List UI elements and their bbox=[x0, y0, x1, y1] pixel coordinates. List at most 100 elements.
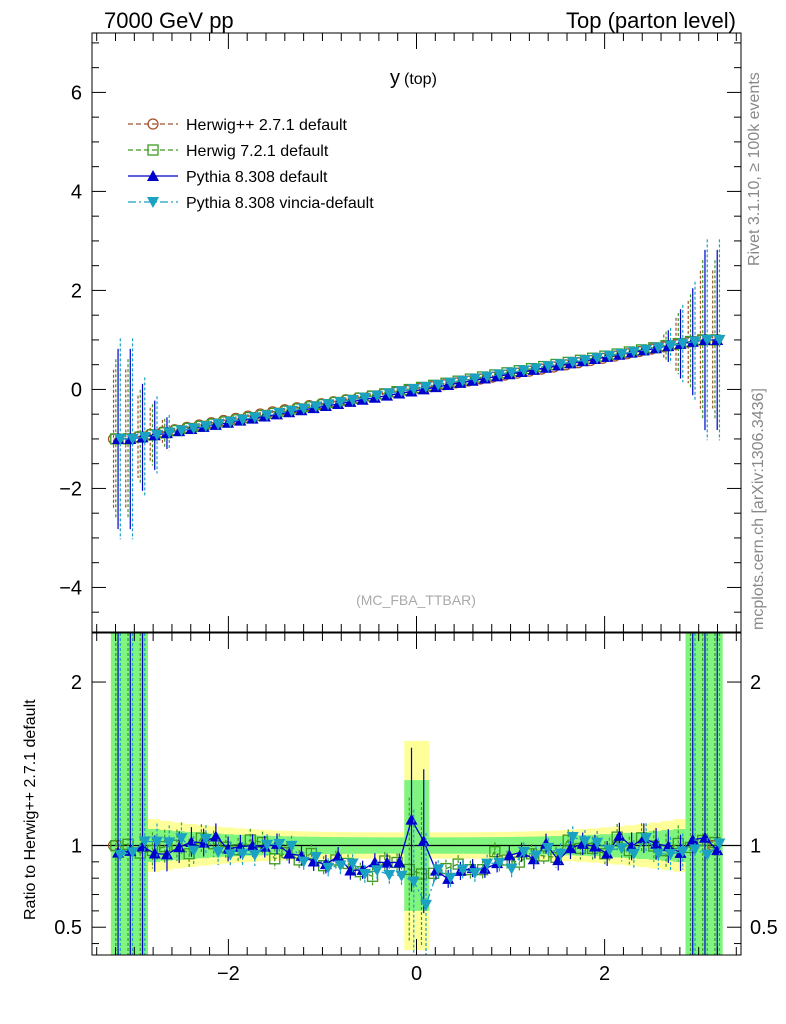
ratio-data-point bbox=[576, 837, 589, 849]
ratio-data-point bbox=[334, 860, 347, 872]
main-data-point bbox=[417, 383, 430, 395]
main-data-point bbox=[175, 425, 188, 437]
ratio-data-point bbox=[686, 833, 699, 845]
ratio-data-point bbox=[371, 865, 384, 877]
main-data-point bbox=[199, 421, 212, 433]
main-data-point bbox=[163, 427, 176, 439]
main-data-point bbox=[407, 384, 420, 396]
ratio-data-point bbox=[711, 844, 724, 856]
ratio-y-tick-label-left: 2 bbox=[71, 672, 82, 694]
ratio-data-point bbox=[297, 856, 310, 868]
ratio-data-point bbox=[285, 840, 298, 852]
main-data-point bbox=[468, 373, 481, 385]
main-data-point bbox=[689, 336, 702, 348]
ratio-data-point bbox=[346, 858, 359, 870]
ratio-data-point bbox=[554, 848, 567, 860]
main-data-point bbox=[627, 346, 640, 358]
main-data-point bbox=[701, 334, 714, 346]
ratio-data-point bbox=[432, 864, 445, 876]
ratio-data-point bbox=[601, 847, 614, 859]
main-data-point bbox=[248, 412, 261, 424]
main-data-point bbox=[309, 401, 322, 413]
main-data-point bbox=[395, 386, 408, 398]
ratio-y-tick-label-right: 2 bbox=[750, 672, 761, 694]
legend-entry-pythia: Pythia 8.308 default bbox=[128, 169, 328, 186]
ratio-data-point bbox=[261, 839, 274, 851]
ratio-data-point bbox=[444, 872, 457, 884]
ratio-data-point bbox=[395, 870, 408, 882]
ratio-data-point bbox=[664, 848, 677, 860]
ratio-data-point bbox=[564, 842, 577, 854]
main-data-point bbox=[114, 433, 127, 445]
ratio-data-point bbox=[381, 856, 394, 868]
main-data-point bbox=[297, 403, 310, 415]
ratio-data-point bbox=[307, 855, 320, 867]
ratio-data-point bbox=[625, 840, 638, 852]
x-tick-label: 2 bbox=[599, 963, 610, 985]
main-data-point bbox=[493, 369, 506, 381]
ratio-band-inner bbox=[110, 633, 124, 955]
ratio-y-tick-label-right: 1 bbox=[750, 835, 761, 857]
ratio-band-inner bbox=[135, 633, 148, 955]
ratio-data-point bbox=[114, 849, 127, 861]
legend-entry-vincia: Pythia 8.308 vincia-default bbox=[128, 195, 374, 212]
legend-label-herwigpp: Herwig++ 2.7.1 default bbox=[186, 117, 348, 134]
main-data-point bbox=[419, 381, 432, 393]
ratio-data-point bbox=[591, 837, 604, 849]
ratio-data-point bbox=[175, 833, 188, 845]
ratio-data-point bbox=[332, 850, 345, 862]
main-data-point bbox=[383, 388, 396, 400]
ratio-data-point bbox=[627, 848, 640, 860]
x-tick-label: −2 bbox=[217, 963, 240, 985]
ratio-band-inner bbox=[709, 633, 723, 955]
main-data-point bbox=[358, 392, 371, 404]
ratio-data-point bbox=[173, 841, 186, 853]
main-data-point bbox=[371, 390, 384, 402]
ratio-data-point bbox=[212, 846, 225, 858]
ratio-data-point bbox=[527, 853, 540, 865]
ratio-data-point bbox=[676, 846, 689, 858]
legend-entry-herwig7: Herwig 7.2.1 default bbox=[128, 143, 329, 160]
main-data-point bbox=[346, 394, 359, 406]
legend-entry-herwigpp: Herwig++ 2.7.1 default bbox=[128, 117, 348, 134]
legend-label-herwig7: Herwig 7.2.1 default bbox=[186, 143, 329, 160]
main-data-point bbox=[261, 410, 274, 422]
main-data-point bbox=[187, 423, 200, 435]
main-y-tick-label: 2 bbox=[71, 280, 82, 302]
ratio-y-tick-label-right: 0.5 bbox=[750, 917, 778, 939]
ratio-data-point bbox=[468, 868, 481, 880]
ratio-data-point bbox=[542, 842, 555, 854]
main-data-point bbox=[224, 416, 237, 428]
ratio-band-inner bbox=[697, 633, 711, 955]
main-data-point bbox=[273, 408, 286, 420]
ratio-y-tick-label-left: 1 bbox=[71, 835, 82, 857]
main-data-point bbox=[505, 367, 518, 379]
main-data-point bbox=[212, 418, 225, 430]
main-data-point bbox=[285, 405, 298, 417]
main-data-point bbox=[334, 397, 347, 409]
ratio-data-point bbox=[578, 836, 591, 848]
ratio-data-point bbox=[530, 850, 543, 862]
main-data-point bbox=[530, 363, 543, 375]
ratio-data-point bbox=[136, 840, 149, 852]
axes-layer: −4 −2 0 2 4 6 −2 0 2 0.5 0.5 1 1 2 2 bbox=[54, 33, 778, 985]
ratio-data-point bbox=[588, 840, 601, 852]
main-data-point bbox=[591, 352, 604, 364]
main-data-point bbox=[664, 340, 677, 352]
ratio-data-point bbox=[236, 848, 249, 860]
ratio-data-point bbox=[309, 851, 322, 863]
watermark: (MC_FBA_TTBAR) bbox=[356, 592, 476, 608]
ratio-data-point bbox=[478, 862, 491, 874]
main-data-point bbox=[713, 334, 726, 346]
ratio-data-point bbox=[209, 830, 222, 842]
ratio-data-point bbox=[419, 899, 432, 911]
ratio-data-point bbox=[615, 843, 628, 855]
ratio-data-point bbox=[517, 846, 530, 858]
legend-label-vincia: Pythia 8.308 vincia-default bbox=[186, 195, 374, 212]
x-tick-label: 0 bbox=[411, 963, 422, 985]
ratio-data-point bbox=[613, 829, 626, 841]
ratio-y-axis-label: Ratio to Herwig++ 2.7.1 default bbox=[22, 699, 39, 920]
ratio-data-point bbox=[652, 848, 665, 860]
header-energy: 7000 GeV pp bbox=[104, 8, 234, 33]
ratio-data-point bbox=[505, 863, 518, 875]
